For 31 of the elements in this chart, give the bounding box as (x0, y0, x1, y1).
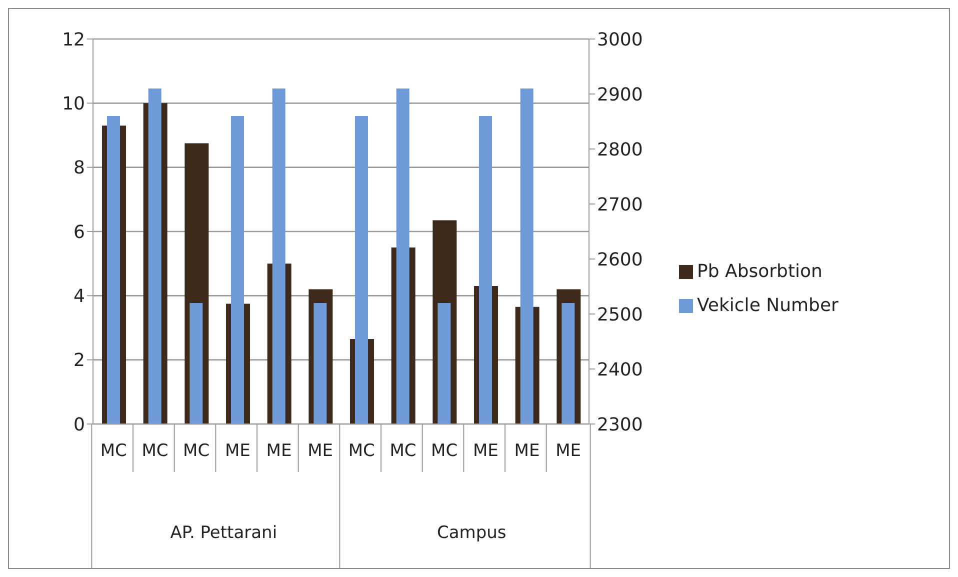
x-tick-label: ME (224, 441, 250, 461)
x-tick-label: ME (266, 441, 292, 461)
y2-tick-label: 2500 (597, 304, 643, 326)
y2-tick-label: 2700 (597, 194, 643, 216)
y-tick-label: 8 (74, 158, 85, 179)
x-tick-label: MC (183, 441, 210, 461)
x-tick-label: MC (100, 441, 127, 461)
x-tick-label: ME (514, 441, 540, 461)
legend-label: Vekicle Number (697, 294, 838, 316)
y2-tick-label: 2400 (597, 359, 643, 380)
y2-tick-label: 2900 (597, 84, 643, 106)
y-tick-label: 2 (74, 350, 85, 372)
y-tick-label: 10 (62, 94, 85, 115)
legend-label: Pb Absorbtion (697, 260, 822, 282)
x-tick-label: ME (308, 441, 334, 461)
y2-tick-label: 2800 (597, 139, 643, 160)
y-tick-label: 6 (74, 222, 85, 243)
x-tick-label: ME (556, 441, 582, 461)
y2-tick-label: 3000 (597, 29, 643, 50)
text: AP. Pettarani (170, 523, 278, 543)
y-tick-label: 4 (74, 286, 85, 308)
x-tick-label: MC (142, 441, 168, 461)
text: Campus (437, 523, 506, 543)
x-tick-label: ME (472, 441, 498, 461)
x-tick-label: MC (390, 441, 416, 461)
y2-tick-label: 2300 (597, 414, 643, 436)
x-tick-label: MC (431, 441, 458, 461)
y2-tick-label: 2600 (597, 249, 643, 270)
x-tick-label: MC (348, 441, 375, 461)
y-tick-label: 12 (62, 29, 85, 50)
y-tick-label: 0 (74, 414, 85, 436)
